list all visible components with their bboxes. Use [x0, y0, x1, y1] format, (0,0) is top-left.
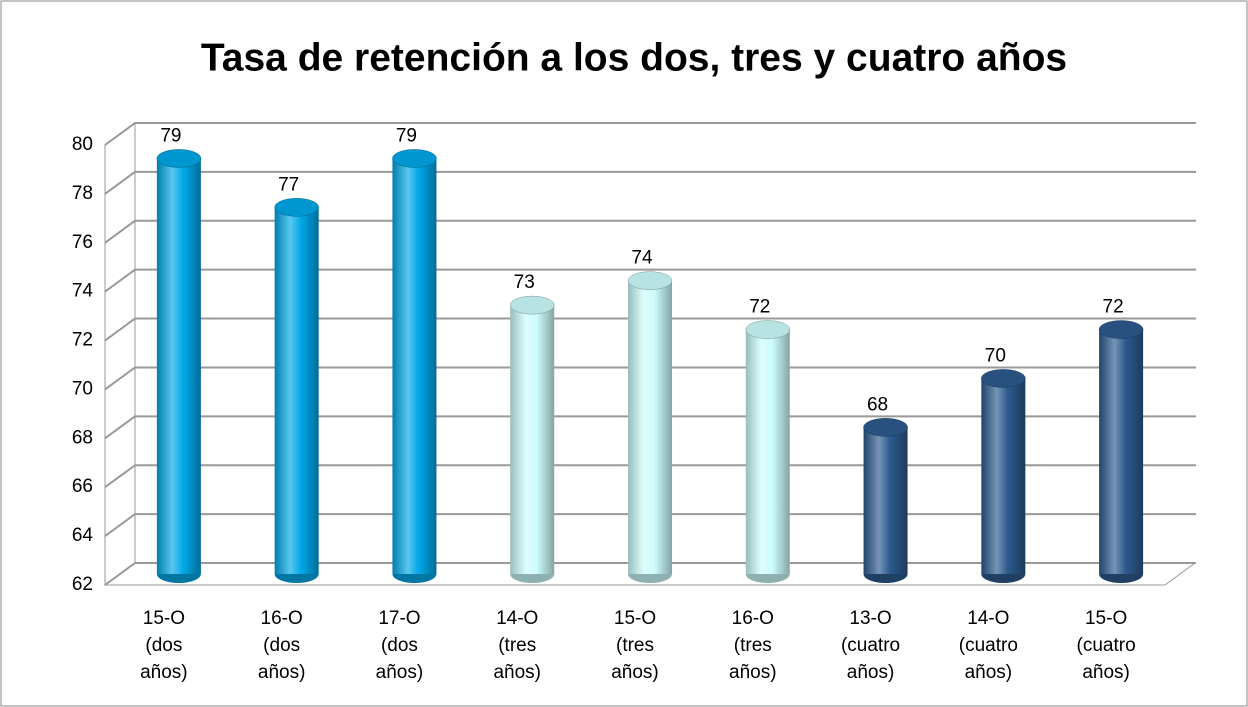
y-tick-label: 66	[72, 476, 93, 497]
x-tick-label: 16-O (tres años)	[729, 608, 777, 683]
y-tick-label: 70	[72, 378, 93, 399]
x-tick-label: 14-O (cuatro años)	[958, 608, 1018, 683]
bar	[981, 378, 1026, 574]
y-tick-label: 68	[72, 427, 93, 448]
bar-top	[981, 369, 1026, 388]
y-tick-label: 78	[72, 183, 93, 204]
value-label: 79	[396, 125, 417, 146]
bar	[745, 329, 790, 574]
value-label: 73	[514, 272, 535, 293]
bar-top	[509, 295, 555, 315]
value-label: 77	[278, 174, 299, 195]
grid-line	[104, 122, 1196, 146]
x-tick-label: 15-O (dos años)	[140, 608, 188, 683]
bar	[863, 427, 908, 574]
grid-line	[104, 170, 1196, 195]
x-tick-label: 14-O (tres años)	[493, 608, 541, 683]
y-tick-label: 64	[72, 525, 94, 546]
value-label: 79	[160, 125, 181, 146]
bar-top	[745, 320, 791, 339]
x-tick-label: 15-O (tres años)	[611, 608, 659, 683]
x-tick-label: 15-O (cuatro años)	[1076, 608, 1136, 683]
value-label: 68	[867, 394, 888, 415]
bar-top	[392, 149, 437, 168]
grid-line	[104, 464, 1196, 489]
x-tick-label: 16-O (dos años)	[257, 608, 306, 683]
x-tick-label: 17-O (dos años)	[375, 608, 424, 683]
y-tick-label: 72	[72, 330, 93, 351]
value-label: 70	[985, 345, 1006, 366]
y-tick-label: 74	[72, 281, 94, 302]
bar-top	[274, 198, 319, 217]
grid-line	[104, 317, 1196, 342]
grid-line	[104, 562, 1196, 586]
bar-top	[1098, 320, 1144, 339]
y-tick-label: 80	[72, 134, 93, 155]
bar	[156, 158, 201, 574]
bar-top	[627, 271, 673, 290]
y-tick-label: 62	[72, 574, 93, 595]
back-wall	[104, 122, 136, 586]
value-label: 72	[1103, 297, 1124, 318]
bar	[274, 207, 319, 575]
chart-title: Tasa de retención a los dos, tres y cuat…	[201, 36, 1067, 79]
x-tick-label: 13-O (cuatro años)	[840, 608, 901, 683]
grid-line	[104, 268, 1196, 293]
grid-line	[104, 513, 1196, 537]
bar	[510, 305, 555, 574]
grid-line	[104, 366, 1196, 391]
value-label: 74	[631, 248, 653, 269]
bar	[392, 158, 437, 574]
bar-top	[863, 418, 908, 437]
bar	[1099, 329, 1144, 574]
bar	[628, 280, 672, 574]
bar-top	[156, 149, 202, 168]
y-tick-label: 76	[72, 232, 93, 253]
value-label: 72	[749, 297, 770, 318]
grid-line	[104, 219, 1196, 244]
grid-line	[104, 415, 1196, 440]
